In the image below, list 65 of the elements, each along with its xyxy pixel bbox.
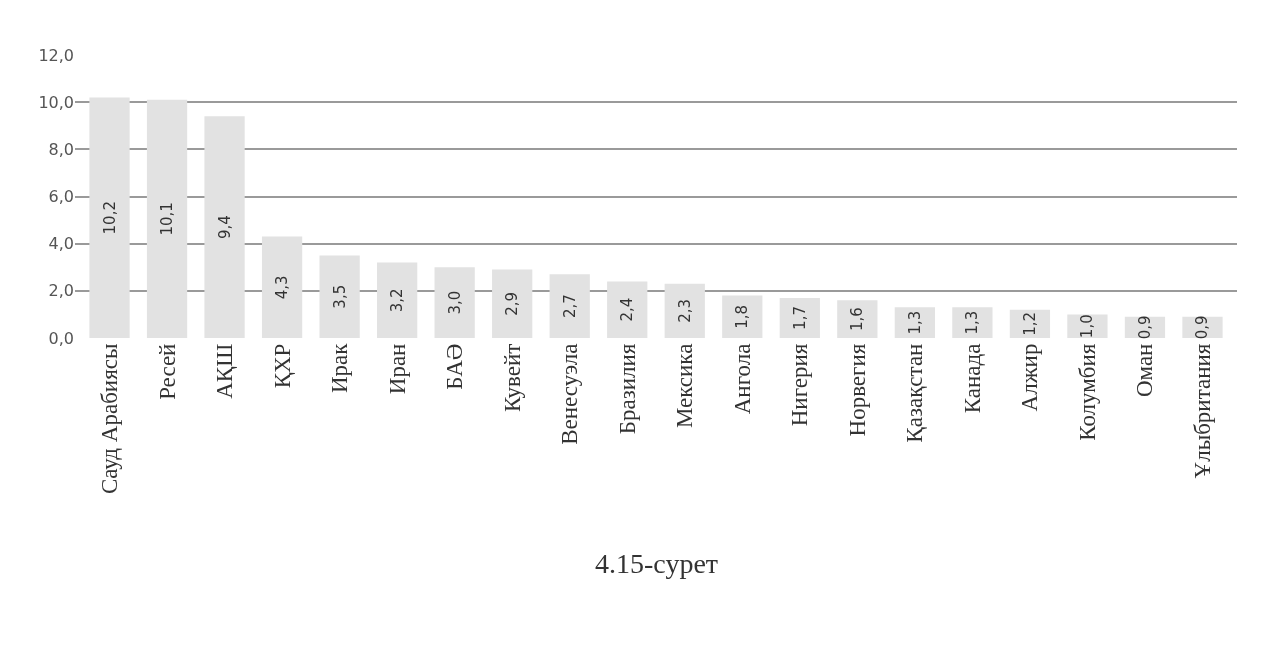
bar [894,307,935,338]
bar [492,269,533,338]
data-label: 2,4 [618,297,637,322]
data-label: 0,9 [1135,315,1154,340]
y-tick-label: 0,0 [48,328,74,348]
x-tick-label: Сауд Арабиясы [96,343,122,495]
x-tick-label: Бразилия [614,343,640,435]
bar [952,307,993,338]
x-tick-label: Ирак [327,342,353,394]
data-label: 2,9 [503,291,522,316]
bar [837,300,878,338]
x-tick-label: ҚХР [269,343,295,389]
bar [607,281,648,338]
x-tick-label: Иран [384,343,410,395]
y-tick-label: 2,0 [48,281,74,301]
data-label: 3,0 [445,290,464,315]
x-tick-label: Колумбия [1074,343,1100,441]
x-tick-label: БАӘ [442,343,468,390]
bar [779,297,820,338]
x-tick-label: Мексика [672,343,698,429]
x-tick-label: Венесуэла [557,343,583,445]
x-tick-label: Кувейт [499,343,525,413]
bar [549,274,590,338]
bar [319,255,360,338]
data-label: 3,5 [330,284,349,309]
bar [377,262,418,338]
data-label: 4,3 [273,275,292,300]
bar [434,267,475,338]
x-tick-label: Оман [1132,343,1158,398]
data-label: 0,9 [1193,315,1212,340]
bar [146,99,188,338]
data-label: 1,2 [1020,311,1039,336]
x-tick-label: Ұлыбритания [1189,343,1215,479]
text: 4.15-сурет [595,548,719,579]
bar [1067,314,1108,338]
y-tick-label: 4,0 [48,234,74,254]
bar [89,97,130,338]
x-tick-label: Қазақстан [902,343,928,443]
data-label: 1,8 [733,304,752,329]
data-label: 2,3 [675,298,694,323]
bar [204,116,245,338]
data-label: 1,0 [1078,314,1097,339]
x-tick-label: Ресей [154,343,180,400]
data-label: 10,1 [158,202,177,236]
bar [664,283,705,338]
y-tick-label: 8,0 [48,139,74,159]
y-tick-label: 6,0 [48,187,74,207]
x-tick-label: Нигерия [787,343,813,427]
x-tick-label: Норвегия [844,343,870,437]
x-tick-label: Алжир [1017,343,1043,412]
x-tick-label: Ангола [729,343,755,415]
data-label: 10,2 [100,201,119,235]
data-label: 9,4 [215,215,234,240]
bar [722,295,763,338]
y-tick-label: 12,0 [38,45,74,65]
bar [261,236,303,338]
x-tick-label: АҚШ [212,343,238,399]
data-label: 2,7 [560,294,579,319]
data-label: 1,6 [848,307,867,332]
data-label: 1,7 [790,306,809,330]
data-label: 3,2 [388,288,407,313]
data-label: 1,3 [963,310,982,335]
data-label: 1,3 [905,310,924,335]
x-tick-label: Канада [959,343,985,414]
y-tick-label: 10,0 [38,92,74,112]
